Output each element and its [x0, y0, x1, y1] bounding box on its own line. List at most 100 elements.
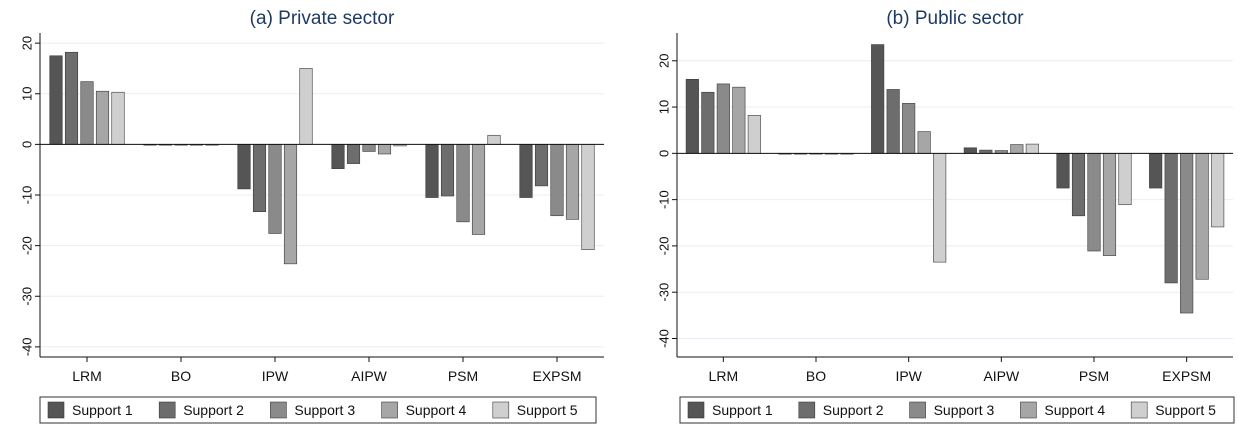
legend-label: Support 1 [72, 402, 133, 418]
x-tick-label: BO [171, 368, 191, 384]
bar-psm-series-5 [487, 134, 501, 145]
bar-ipw-series-4 [917, 131, 931, 154]
legend-label: Support 3 [934, 402, 995, 418]
y-tick-label: -30 [656, 283, 671, 302]
bar-aipw-series-4 [377, 144, 392, 155]
chart-private-sector: (a) Private sector 20 10 0 -10 -20 -30 -40 LRM BO… [19, 8, 604, 424]
bar-lrm-series-4 [732, 86, 746, 154]
legend-swatch [158, 401, 176, 419]
bar-psm-series-2 [1071, 153, 1086, 217]
bar-aipw-series-5 [1025, 143, 1039, 154]
y-tick-label: -30 [19, 287, 34, 306]
bar-lrm-series-2 [701, 91, 715, 154]
bar-ipw-series-1 [871, 44, 885, 154]
y-tick-label: -10 [19, 186, 34, 205]
bar-ipw-series-5 [933, 153, 947, 263]
y-tick-label: 0 [656, 150, 671, 157]
y-tick-label: -40 [656, 329, 671, 348]
legend-label: Support 2 [183, 402, 244, 418]
bar-ipw-series-4 [283, 144, 298, 265]
bar-ipw-series-2 [252, 144, 267, 213]
chart-title: (b) Public sector [886, 8, 1024, 29]
bar-expsm-series-5 [581, 144, 595, 250]
y-tick-label: -10 [656, 190, 671, 209]
bar-psm-series-1 [425, 144, 439, 198]
y-tick-label: -20 [19, 236, 34, 255]
bar-ipw-series-1 [237, 144, 251, 190]
bar-aipw-series-2 [346, 144, 361, 164]
bar-lrm-series-3 [80, 81, 94, 145]
bar-aipw-series-1 [963, 147, 977, 154]
x-tick-label: EXPSM [1162, 368, 1211, 384]
bar-expsm-series-3 [550, 144, 564, 217]
y-tick-label: 0 [19, 141, 34, 148]
legend-swatch [381, 401, 398, 419]
bar-aipw-series-4 [1010, 144, 1024, 154]
bar-ipw-series-2 [886, 89, 900, 154]
bar-expsm-series-5 [1211, 153, 1225, 228]
legend-swatch [1020, 401, 1037, 419]
bar-psm-series-4 [1102, 153, 1117, 256]
x-tick-label: IPW [262, 368, 289, 384]
chart-title: (a) Private sector [250, 8, 395, 29]
bar-expsm-series-1 [519, 144, 533, 198]
bar-psm-series-1 [1056, 153, 1070, 189]
legend-swatch [1130, 401, 1148, 419]
y-tick-label: 10 [19, 87, 34, 101]
y-tick-label: 20 [19, 36, 34, 50]
legend-label: Support 1 [712, 402, 773, 418]
y-tick-label: -40 [19, 337, 34, 356]
chart-private-sector-svg: (a) Private sector 20 10 0 -10 -20 -30 -40 LRM BO… [19, 8, 604, 424]
bar-lrm-series-4 [95, 90, 110, 145]
bar-expsm-series-4 [565, 144, 580, 220]
bar-lrm-series-1 [685, 78, 699, 154]
x-tick-label: IPW [895, 368, 922, 384]
x-tick-label: BO [806, 368, 826, 384]
legend-label: Support 5 [517, 402, 578, 418]
bar-expsm-series-4 [1195, 153, 1209, 280]
plot-area [677, 33, 1233, 357]
bar-ipw-series-5 [299, 68, 313, 145]
x-tick-label: PSM [1079, 368, 1109, 384]
legend-swatch [798, 401, 816, 419]
bar-lrm-series-5 [747, 115, 761, 154]
bar-lrm-series-2 [64, 51, 79, 145]
bar-lrm-series-1 [49, 55, 63, 145]
bar-ipw-series-3 [268, 144, 282, 234]
y-tick-label: 20 [656, 54, 671, 68]
bar-expsm-series-3 [1180, 153, 1194, 314]
chart-public-sector: (b) Public sector 20 10 0 -10 -20 -30 -40 LRM BO I… [619, 0, 1238, 424]
bar-ipw-series-3 [902, 103, 916, 154]
bar-psm-series-3 [456, 144, 470, 223]
legend-swatch [270, 401, 287, 419]
bar-aipw-series-1 [331, 144, 345, 169]
bar-psm-series-3 [1087, 153, 1101, 252]
bar-expsm-series-2 [534, 144, 549, 187]
legend-label: Support 3 [294, 402, 355, 418]
bar-lrm-series-3 [716, 83, 730, 154]
legend-label: Support 2 [823, 402, 884, 418]
legend-swatch [492, 401, 510, 419]
legend-swatch [687, 401, 705, 419]
x-tick-label: LRM [72, 368, 102, 384]
x-tick-label: LRM [709, 368, 739, 384]
y-tick-label: -20 [656, 237, 671, 256]
x-tick-label: EXPSM [532, 368, 581, 384]
bar-psm-series-4 [471, 144, 486, 235]
x-tick-label: AIPW [351, 368, 388, 384]
bar-expsm-series-2 [1164, 153, 1178, 284]
legend-swatch [909, 401, 926, 419]
legend-label: Support 4 [406, 402, 467, 418]
bar-psm-series-2 [440, 144, 455, 197]
x-tick-label: PSM [448, 368, 478, 384]
bar-psm-series-5 [1118, 153, 1132, 206]
bar-lrm-series-5 [111, 91, 125, 145]
chart-public-sector-svg: (b) Public sector 20 10 0 -10 -20 -30 -40 LRM BO I… [656, 8, 1235, 424]
legend-swatch [47, 401, 65, 419]
bar-expsm-series-1 [1149, 153, 1163, 189]
legend-label: Support 5 [1155, 402, 1216, 418]
legend-label: Support 4 [1044, 402, 1105, 418]
bar-aipw-series-3 [362, 144, 376, 152]
y-tick-label: 10 [656, 100, 671, 114]
x-tick-label: AIPW [983, 368, 1020, 384]
